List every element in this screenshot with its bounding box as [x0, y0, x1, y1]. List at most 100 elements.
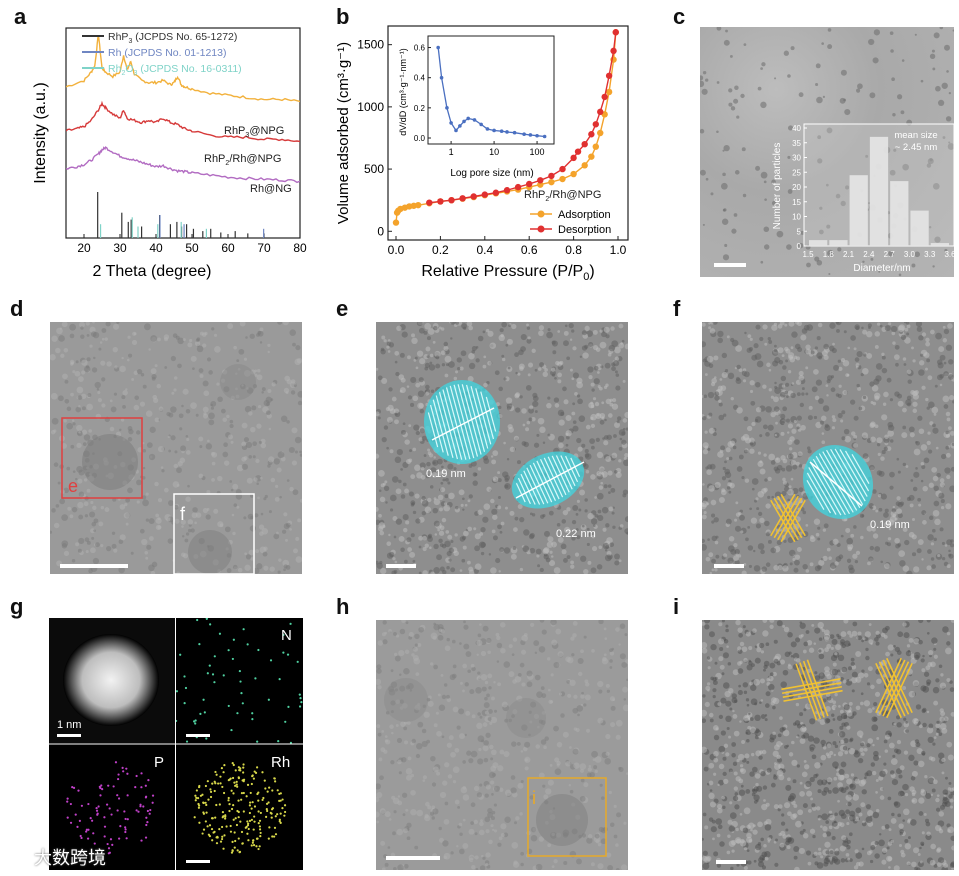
texture-speck: [604, 637, 608, 640]
texture-speck: [790, 813, 797, 820]
isotherm-point-desorption: [610, 47, 617, 55]
texture-speck: [161, 469, 165, 473]
texture-speck: [417, 390, 425, 398]
eds-signal-dot: [107, 847, 111, 850]
texture-speck: [946, 677, 951, 683]
texture-speck: [773, 804, 779, 810]
eds-signal-dot: [199, 794, 203, 797]
texture-speck: [925, 341, 931, 347]
texture-speck: [604, 554, 612, 562]
texture-speck: [750, 400, 756, 406]
texture-speck: [244, 564, 251, 571]
eds-signal-dot: [208, 824, 212, 827]
texture-speck: [446, 694, 450, 699]
texture-speck: [81, 406, 86, 411]
texture-speck: [602, 437, 605, 440]
lattice-cross-line: [770, 493, 796, 537]
texture-speck: [437, 494, 444, 501]
texture-speck: [580, 649, 584, 654]
texture-speck: [912, 359, 916, 363]
texture-speck: [767, 539, 772, 544]
texture-speck: [86, 333, 90, 337]
texture-speck: [796, 392, 801, 397]
texture-speck: [540, 739, 547, 745]
texture-speck: [897, 325, 905, 333]
lattice-fringe: [435, 395, 454, 458]
texture-speck: [779, 716, 783, 720]
texture-speck: [932, 509, 940, 517]
texture-speck: [596, 492, 604, 500]
texture-speck: [853, 434, 858, 439]
texture-speck: [768, 683, 775, 691]
texture-speck: [888, 527, 892, 531]
texture-speck: [140, 373, 145, 377]
texture-speck: [499, 787, 504, 792]
texture-speck: [829, 322, 836, 329]
eds-signal-dot: [99, 794, 102, 797]
eds-signal-dot: [237, 816, 240, 819]
texture-speck: [415, 430, 420, 436]
texture-speck: [594, 496, 597, 499]
nanoparticle-dot: [914, 33, 917, 36]
texture-speck: [906, 369, 912, 375]
texture-speck: [738, 368, 743, 373]
nanoparticle-dot: [760, 101, 767, 109]
texture-speck: [947, 323, 953, 329]
texture-speck: [79, 322, 86, 328]
texture-speck: [914, 866, 918, 870]
texture-speck: [206, 490, 211, 494]
texture-speck: [851, 630, 858, 637]
eds-signal-dot: [222, 815, 225, 818]
texture-speck: [782, 624, 786, 628]
texture-speck: [591, 649, 595, 653]
texture-speck: [402, 702, 408, 709]
nanoparticle-dot: [870, 257, 874, 261]
eds-signal-dot: [249, 801, 252, 804]
texture-speck: [554, 403, 560, 408]
texture-speck: [723, 639, 729, 644]
nanoparticle-dot: [889, 169, 896, 176]
texture-speck: [742, 682, 749, 688]
texture-speck: [596, 413, 600, 417]
texture-speck: [620, 864, 628, 870]
texture-speck: [377, 685, 382, 690]
texture-speck: [748, 712, 751, 715]
texture-speck: [170, 355, 176, 362]
texture-speck: [154, 417, 160, 423]
texture-speck: [443, 502, 448, 506]
eds-signal-dot: [221, 835, 224, 838]
isotherm-y-label: Volume adsorbed (cm³·g⁻¹): [335, 42, 352, 224]
texture-speck: [900, 849, 905, 854]
lattice-particle-1: [424, 380, 500, 464]
xrd-curve-rhng: [66, 146, 300, 184]
texture-speck: [127, 437, 133, 442]
texture-speck: [814, 671, 818, 675]
texture-speck: [402, 828, 408, 834]
texture-speck: [798, 375, 805, 381]
texture-speck: [250, 369, 256, 375]
eds-signal-dot: [222, 771, 225, 774]
texture-speck: [205, 443, 213, 450]
texture-speck: [830, 646, 834, 651]
texture-speck: [850, 399, 856, 405]
pore-size-point: [535, 133, 539, 138]
eds-signal-dot: [238, 769, 241, 772]
texture-speck: [614, 356, 620, 362]
texture-speck: [879, 795, 885, 800]
texture-speck: [178, 413, 184, 419]
texture-speck: [897, 513, 903, 519]
texture-speck: [532, 400, 539, 408]
eds-signal-dot: [140, 786, 143, 789]
texture-speck: [513, 435, 520, 441]
texture-speck: [832, 707, 836, 711]
texture-speck: [841, 666, 848, 673]
texture-speck: [925, 337, 930, 342]
texture-speck: [884, 434, 889, 440]
texture-speck: [943, 716, 949, 722]
texture-speck: [950, 466, 954, 472]
texture-speck: [275, 484, 279, 489]
texture-speck: [568, 784, 572, 787]
texture-speck: [455, 322, 459, 325]
texture-speck: [709, 718, 714, 723]
texture-speck: [711, 535, 718, 542]
